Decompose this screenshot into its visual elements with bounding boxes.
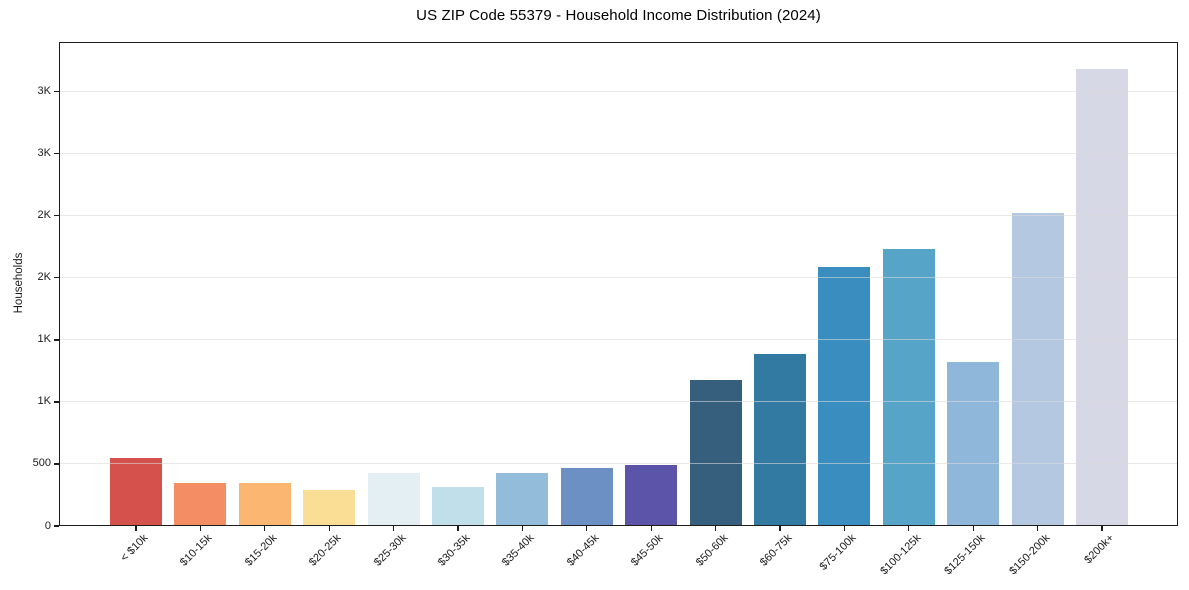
x-tick-label: $10-15k [178, 532, 215, 569]
x-tick-mark [972, 526, 974, 531]
y-tick-mark [54, 339, 59, 341]
x-tick-mark [264, 526, 266, 531]
x-tick-mark [779, 526, 781, 531]
chart-title: US ZIP Code 55379 - Household Income Dis… [416, 7, 821, 24]
x-tick-label: $75-100k [817, 532, 859, 573]
gridline [59, 90, 1178, 92]
chart-bar [432, 486, 484, 526]
x-tick-label: $60-75k [757, 532, 795, 569]
chart-bar [1076, 68, 1128, 526]
y-tick-mark [54, 277, 59, 279]
chart-bar [110, 457, 162, 526]
x-tick-label: $40-45k [564, 532, 602, 569]
x-tick-mark [586, 526, 588, 531]
x-tick-label: $25-30k [371, 532, 409, 569]
chart-bar [818, 267, 871, 526]
x-tick-label: $15-20k [242, 532, 280, 569]
chart-bar [174, 483, 227, 526]
y-tick-mark [54, 215, 59, 217]
y-tick-mark [54, 90, 59, 93]
x-tick-mark [1036, 526, 1039, 531]
y-tick-label: 1K [37, 333, 51, 346]
x-tick-mark [135, 526, 137, 531]
x-tick-label: < $10k [118, 532, 151, 565]
gridline [59, 152, 1178, 154]
y-tick-mark [54, 463, 59, 465]
chart-bar [882, 249, 935, 526]
chart-bar [238, 483, 291, 526]
x-tick-label: $45-50k [629, 532, 666, 569]
chart-bar [689, 380, 742, 526]
gridline [59, 462, 1178, 464]
x-tick-mark [328, 526, 330, 531]
y-tick-label: 2K [37, 271, 51, 284]
y-tick-label: 0 [44, 519, 51, 532]
x-tick-mark [392, 526, 395, 531]
y-tick-mark [54, 401, 59, 403]
x-tick-label: $150-200k [1006, 532, 1053, 578]
y-tick-mark [54, 525, 59, 527]
x-tick-mark [908, 526, 910, 531]
gridline [59, 214, 1178, 216]
y-tick-label: 500 [32, 457, 51, 470]
chart-bar [367, 472, 420, 526]
x-tick-mark [714, 526, 717, 531]
x-tick-label: $125-150k [942, 532, 988, 578]
gridline [59, 338, 1178, 340]
chart-bar [754, 354, 806, 526]
chart-bar [947, 361, 1000, 526]
chart-bar [303, 490, 356, 526]
x-tick-label: $50-60k [693, 532, 731, 569]
grid-layer [59, 42, 1178, 526]
x-tick-mark [457, 526, 459, 531]
x-tick-mark [650, 526, 652, 531]
x-tick-mark [521, 526, 524, 531]
chart-bar [496, 473, 549, 526]
gridline [59, 400, 1178, 402]
x-tick-mark [1101, 526, 1103, 531]
x-tick-label: $200k+ [1082, 532, 1117, 567]
y-tick-label: 3K [37, 85, 51, 98]
y-tick-label: 3K [37, 147, 51, 160]
y-tick-mark [54, 152, 59, 155]
x-tick-mark [199, 526, 202, 531]
y-tick-label: 1K [37, 395, 51, 408]
x-tick-label: $20-25k [307, 532, 344, 569]
x-tick-label: $100-125k [878, 532, 924, 578]
gridline [59, 276, 1178, 278]
x-tick-label: $35-40k [500, 532, 537, 569]
chart-bar [560, 467, 613, 526]
chart-bar [625, 465, 678, 526]
x-tick-mark [843, 526, 846, 531]
x-tick-label: $30-35k [435, 532, 473, 569]
y-tick-label: 2K [37, 209, 51, 222]
chart-bar [1011, 212, 1064, 526]
bars-layer [59, 42, 1178, 526]
